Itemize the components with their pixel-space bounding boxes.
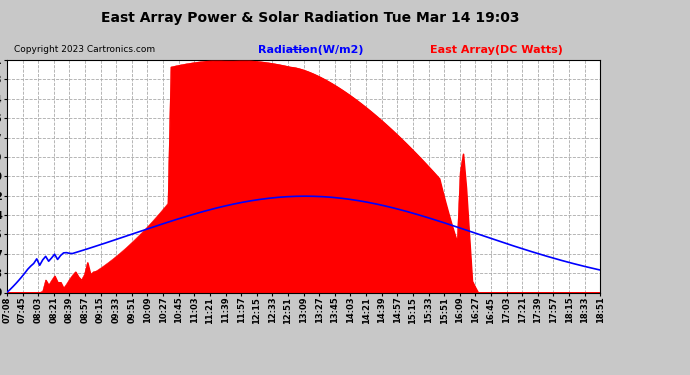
Text: East Array(DC Watts): East Array(DC Watts) xyxy=(431,45,563,55)
Text: Copyright 2023 Cartronics.com: Copyright 2023 Cartronics.com xyxy=(14,45,155,54)
Text: ───: ─── xyxy=(287,45,310,55)
Text: East Array Power & Solar Radiation Tue Mar 14 19:03: East Array Power & Solar Radiation Tue M… xyxy=(101,11,520,25)
Text: Radiation(W/m2): Radiation(W/m2) xyxy=(258,45,363,55)
